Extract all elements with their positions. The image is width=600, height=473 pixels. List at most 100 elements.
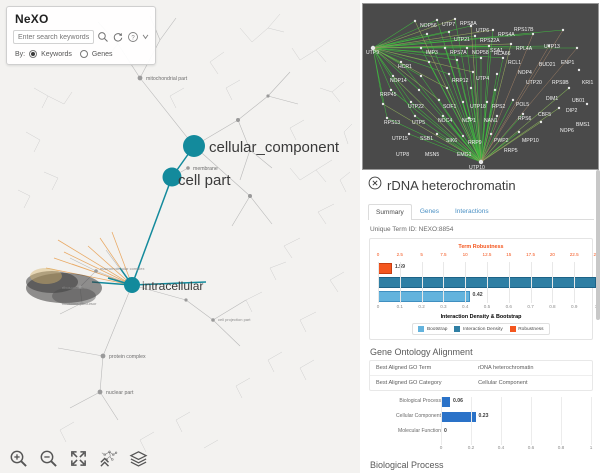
gene-edges-brown (372, 18, 578, 163)
zoom-out-icon[interactable] (39, 449, 58, 468)
bar-robustness[interactable] (378, 263, 392, 274)
axis-tick: 0.6 (505, 304, 512, 309)
radio-keywords[interactable] (29, 50, 38, 58)
gene-label: UB01 (572, 98, 585, 104)
graph-node-label: macromolecular complex (100, 266, 144, 271)
gene-network-canvas[interactable]: UTP9 NOP56 UTP7 RPS8A UTP6 RPS17B UTP21 … (363, 4, 598, 169)
refresh-icon[interactable] (112, 31, 124, 43)
radio-genes[interactable] (79, 50, 88, 58)
close-circle-icon[interactable] (368, 176, 382, 195)
axis-tick: 7.5 (440, 252, 447, 257)
graph-node-intracellular[interactable] (124, 277, 140, 293)
gene-nodes[interactable] (370, 17, 589, 165)
tab-interactions[interactable]: Interactions (454, 208, 489, 215)
go-bar-biological-process[interactable] (441, 397, 450, 407)
help-icon[interactable]: ? (127, 31, 139, 43)
chart-legend[interactable]: Bootstrap Interaction Density Robustness (412, 323, 550, 335)
term-detail-panel[interactable]: rDNA heterochromatin Summary Genes Inter… (362, 170, 600, 473)
fit-to-screen-icon[interactable] (69, 449, 88, 468)
graph-node-label: ribosomal subunit (62, 285, 94, 290)
axis-tick: 0.4 (461, 304, 469, 309)
svg-text:?: ? (131, 35, 135, 41)
axis-tick: 1 (589, 445, 593, 450)
graph-node-label: nuclear part (106, 390, 134, 396)
bar-row-robustness[interactable]: 1.59 (374, 262, 588, 275)
axis-tick: 0.7 (527, 304, 534, 309)
gridline (399, 262, 401, 303)
gene-label: UTP4 (476, 76, 489, 82)
legend-item-interaction-density[interactable]: Interaction Density (454, 326, 503, 332)
axis-tick: 5 (420, 252, 423, 257)
gridline (561, 397, 562, 445)
gene-label: RPS4A (498, 32, 515, 38)
tab-summary[interactable]: Summary (368, 204, 412, 220)
graph-node-cellular-component[interactable] (183, 135, 205, 157)
gene-label: SOF1 (443, 104, 456, 110)
gene-label: RPL4A (516, 46, 533, 52)
gridline (530, 262, 532, 303)
search-row[interactable]: ? (13, 30, 149, 44)
graph-node-label: mitochondrial part (146, 76, 188, 82)
alignment-key: Best Aligned GO Term (376, 365, 432, 371)
gridline (508, 262, 510, 303)
search-panel[interactable]: NeXO ? By: Keywords Genes (6, 6, 156, 65)
gene-label: RRP9 (468, 140, 482, 146)
gene-label: IMP3 (426, 50, 438, 56)
radio-keywords-label: Keywords (41, 50, 72, 58)
gene-label: NOP1 (462, 118, 476, 124)
go-value-cellular-component: 0.23 (478, 413, 489, 419)
gene-label: DIM1 (546, 96, 558, 102)
search-input[interactable] (13, 30, 94, 44)
scrollbar-thumb[interactable] (596, 170, 600, 320)
gene-label: ENP1 (561, 60, 574, 66)
go-row-molecular-function[interactable]: Molecular Function 0 (369, 425, 593, 440)
graph-node-label: ribosome precursor (62, 301, 97, 306)
gridline (574, 262, 576, 303)
chart-plot-area: 1.59 0.42 (374, 262, 597, 303)
gridline (531, 397, 532, 445)
table-row: Best Aligned GO Term rDNA heterochromati… (370, 361, 592, 376)
gene-label: MSN5 (425, 152, 439, 158)
bar-row-interaction-density[interactable] (374, 276, 596, 289)
search-icon[interactable] (97, 31, 109, 43)
gene-label: EMG1 (457, 152, 472, 158)
gridline (441, 397, 442, 445)
gridline (465, 262, 467, 303)
bar-row-bootstrap[interactable]: 0.42 (374, 290, 588, 303)
detail-tabs[interactable]: Summary Genes Interactions (368, 203, 594, 220)
gene-label: SSB1 (420, 136, 433, 142)
graph-toolbar[interactable] (0, 443, 360, 473)
go-bar-cellular-component[interactable] (441, 412, 476, 422)
legend-swatch-interaction-density (454, 326, 461, 332)
gridline (591, 397, 592, 445)
go-axis: 0 0.2 0.4 0.6 0.8 1 (440, 397, 593, 453)
bar-bootstrap[interactable] (378, 291, 470, 302)
layers-icon[interactable] (129, 449, 148, 468)
gene-label: UTP7 (442, 22, 455, 28)
gene-label: UTP22 (408, 104, 424, 110)
gene-label: RPS17B (514, 27, 534, 33)
tab-genes[interactable]: Genes (419, 208, 439, 215)
gridline (487, 262, 488, 303)
ontology-network-panel[interactable]: mitochondrial part membrane protein comp… (0, 0, 360, 473)
legend-item-robustness[interactable]: Robustness (509, 326, 544, 332)
search-by-row[interactable]: By: Keywords Genes (13, 50, 149, 58)
collapse-icon[interactable] (99, 449, 118, 468)
detail-header: rDNA heterochromatin (362, 170, 600, 197)
gene-network-panel[interactable]: UTP9 NOP56 UTP7 RPS8A UTP6 RPS17B UTP21 … (362, 3, 599, 170)
legend-item-bootstrap[interactable]: Bootstrap (418, 326, 447, 332)
gene-label: RPS7A (450, 50, 467, 56)
zoom-in-icon[interactable] (9, 449, 28, 468)
go-label-biological-process: Biological Process (399, 398, 441, 404)
ontology-network-canvas[interactable]: mitochondrial part membrane protein comp… (0, 0, 360, 473)
go-row-cellular-component[interactable]: Cellular Component 0.23 (369, 410, 593, 425)
gridline (421, 262, 423, 303)
go-row-biological-process[interactable]: Biological Process 0.06 (369, 395, 593, 410)
alignment-table: Best Aligned GO Term rDNA heterochromati… (369, 360, 593, 391)
gene-label: NOP56 (420, 23, 437, 29)
go-value-biological-process: 0.06 (453, 398, 463, 404)
chevron-down-icon[interactable] (142, 31, 149, 43)
gene-label: NOP58 (472, 50, 489, 56)
gene-label: RPS2 (492, 104, 505, 110)
graph-node-cell-part[interactable] (162, 167, 182, 187)
